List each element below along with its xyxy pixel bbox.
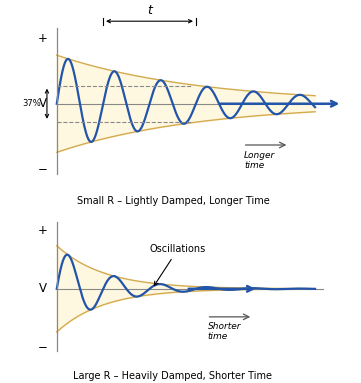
Text: +: + [38,224,48,237]
Text: −: − [38,340,48,354]
Text: V: V [39,282,47,295]
Text: Shorter
time: Shorter time [208,322,242,341]
Text: Large R – Heavily Damped, Shorter Time: Large R – Heavily Damped, Shorter Time [74,371,273,381]
Text: 37%: 37% [22,99,41,108]
Text: +: + [38,32,48,45]
Text: −: − [38,163,48,176]
Text: t: t [147,4,152,17]
Text: Oscillations: Oscillations [150,244,206,285]
Text: Longer
time: Longer time [244,151,275,170]
Text: V: V [39,97,47,110]
Text: Small R – Lightly Damped, Longer Time: Small R – Lightly Damped, Longer Time [77,196,269,206]
